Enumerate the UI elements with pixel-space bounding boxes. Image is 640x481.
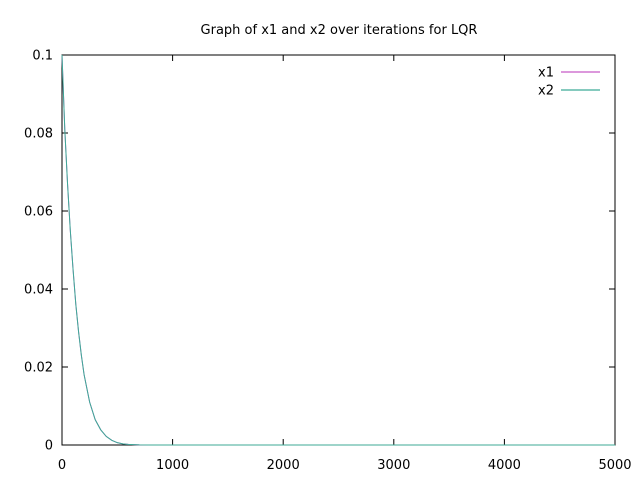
x-tick-label: 4000: [488, 458, 521, 473]
axes: 0 0.02 0.04 0.06 0.08 0.1 0 1000 2000 3000 4000 500…: [24, 49, 632, 474]
y-tick-label: 0.02: [24, 361, 53, 376]
plot-border: [61, 54, 616, 446]
legend-label-x1: x1: [538, 66, 554, 81]
series-group: [61, 54, 615, 446]
x-tick-label: 5000: [598, 458, 631, 473]
x-tick-label: 2000: [267, 458, 300, 473]
x-tick-label: 1000: [156, 458, 189, 473]
x-tick-label: 0: [58, 458, 66, 473]
y-tick-label: 0.04: [24, 283, 53, 298]
x-tick-label: 3000: [377, 458, 410, 473]
y-tick-label: 0.08: [24, 127, 53, 142]
y-tick-label: 0: [45, 439, 53, 454]
legend-label-x2: x2: [538, 84, 554, 99]
series-line-x1: [61, 54, 615, 446]
y-tick-label: 0.1: [32, 49, 53, 64]
y-tick-label: 0.06: [24, 205, 53, 220]
series-line-x2: [61, 54, 615, 446]
chart-title: Graph of x1 and x2 over iterations for L…: [201, 23, 478, 38]
